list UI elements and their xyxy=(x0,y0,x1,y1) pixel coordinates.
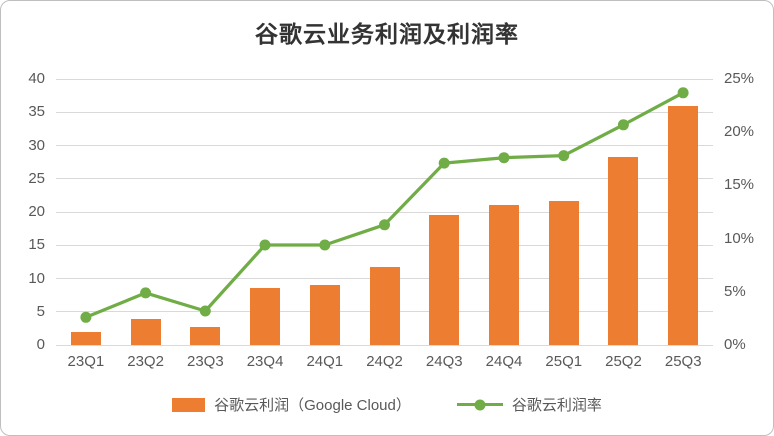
legend-item-bar: 谷歌云利润（Google Cloud） xyxy=(172,394,411,415)
left-axis: 0 5 10 15 20 25 30 35 40 xyxy=(1,70,47,353)
profit-bar xyxy=(548,200,579,345)
bar-slot xyxy=(295,79,355,345)
right-axis-tick: 20% xyxy=(724,123,755,141)
legend-item-line: 谷歌云利润率 xyxy=(456,394,602,415)
profit-bar xyxy=(668,106,699,345)
left-axis-tick: 5 xyxy=(36,302,45,320)
profit-bar xyxy=(250,287,281,345)
line-marker xyxy=(677,87,689,99)
profit-bar xyxy=(70,332,101,345)
line-marker xyxy=(140,287,152,299)
line-legend-swatch xyxy=(456,398,503,412)
gridline xyxy=(56,78,713,80)
right-axis-tick: 0% xyxy=(724,336,746,353)
line-marker xyxy=(80,311,92,323)
right-axis-tick: 10% xyxy=(724,229,755,247)
gridline xyxy=(56,211,713,213)
line-marker xyxy=(558,150,570,162)
left-axis-tick: 10 xyxy=(28,269,45,287)
x-axis-label: 24Q2 xyxy=(366,353,403,370)
left-axis-tick: 0 xyxy=(36,336,45,353)
x-axis-label: 25Q1 xyxy=(545,353,583,370)
x-axis-label: 24Q1 xyxy=(306,353,344,370)
bar-slot xyxy=(414,79,474,345)
bar-slot xyxy=(653,79,713,345)
line-marker xyxy=(379,219,390,231)
chart-title: 谷歌云业务利润及利润率 xyxy=(255,21,519,47)
bar-slot xyxy=(355,79,415,345)
gridline xyxy=(56,145,713,146)
bar-slot xyxy=(474,79,534,345)
bars xyxy=(56,79,713,345)
line-legend-label: 谷歌云利润率 xyxy=(511,397,602,414)
left-axis-tick: 30 xyxy=(28,136,45,154)
profit-bar xyxy=(429,215,460,345)
bar-legend-swatch xyxy=(172,397,206,412)
line-marker xyxy=(438,157,450,169)
x-axis-label: 23Q2 xyxy=(127,353,164,370)
right-axis-tick: 25% xyxy=(724,70,755,87)
left-axis-tick: 40 xyxy=(28,70,45,87)
profit-bar xyxy=(130,319,161,345)
plot-area xyxy=(56,78,713,346)
x-axis-label: 25Q3 xyxy=(664,353,702,370)
right-axis-tick: 5% xyxy=(724,282,746,300)
x-axis-label: 23Q3 xyxy=(186,353,224,370)
bar-slot xyxy=(116,79,176,345)
line-marker xyxy=(319,239,331,251)
profit-bar xyxy=(489,205,519,345)
x-axis-label: 23Q4 xyxy=(246,353,284,370)
line-svg xyxy=(80,87,689,323)
bar-slot xyxy=(534,79,594,345)
profit-bar xyxy=(309,285,340,345)
gridline xyxy=(56,344,713,346)
x-axis-label: 24Q3 xyxy=(425,353,463,370)
profit-bar xyxy=(190,327,221,345)
left-axis-tick: 25 xyxy=(28,169,45,187)
line-marker xyxy=(617,119,629,131)
right-axis-tick: 15% xyxy=(724,176,755,194)
x-axis: 23Q1 23Q2 23Q3 23Q4 24Q1 24Q2 24Q3 24Q4 25Q1 25Q2… xyxy=(56,353,713,370)
line-marker xyxy=(259,239,271,251)
legend: 谷歌云利润（Google Cloud） 谷歌云利润率 xyxy=(1,394,773,415)
profit-bar xyxy=(369,267,400,345)
line-marker xyxy=(498,152,510,164)
x-axis-label: 25Q2 xyxy=(605,353,642,370)
line-legend-dot-icon xyxy=(474,399,486,410)
line-marker xyxy=(199,305,211,317)
x-axis-label: 24Q4 xyxy=(485,353,523,370)
bar-slot xyxy=(175,79,235,345)
gridline xyxy=(56,244,713,246)
bar-slot xyxy=(235,79,295,345)
bar-slot xyxy=(594,79,654,345)
left-axis-tick: 20 xyxy=(28,203,45,220)
profit-margin-line xyxy=(84,91,685,319)
bar-slot xyxy=(56,79,116,345)
gridline xyxy=(56,178,713,180)
left-axis-tick: 35 xyxy=(28,103,45,121)
x-axis-label: 23Q1 xyxy=(67,353,105,370)
right-axis: 0% 5% 10% 15% 20% 25% xyxy=(720,70,773,353)
gridline xyxy=(56,111,713,113)
bar-legend-label: 谷歌云利润（Google Cloud） xyxy=(214,397,411,414)
profit-bar xyxy=(608,156,639,345)
left-axis-tick: 15 xyxy=(28,236,45,254)
